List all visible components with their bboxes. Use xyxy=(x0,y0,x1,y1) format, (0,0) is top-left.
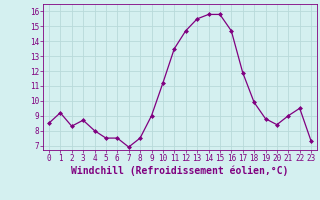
X-axis label: Windchill (Refroidissement éolien,°C): Windchill (Refroidissement éolien,°C) xyxy=(71,166,289,176)
